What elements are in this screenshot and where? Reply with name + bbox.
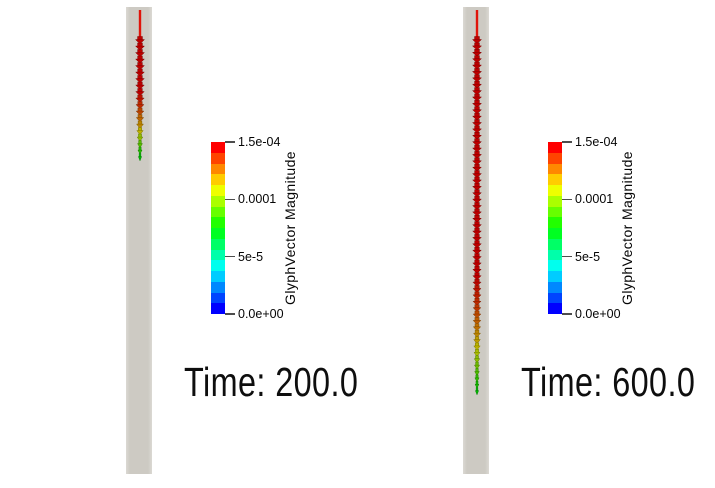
colorbar-band bbox=[211, 303, 225, 314]
colorbar-band bbox=[548, 217, 562, 228]
colorbar-band bbox=[211, 185, 225, 196]
colorbar bbox=[548, 142, 562, 314]
colorbar-band bbox=[548, 238, 562, 250]
colorbar-tick-label: 0.0e+00 bbox=[238, 306, 284, 321]
colorbar-tick bbox=[225, 141, 235, 143]
colorbar-band bbox=[548, 163, 562, 175]
colorbar-tick-label: 0.0e+00 bbox=[575, 306, 621, 321]
colorbar-tick bbox=[225, 255, 235, 258]
colorbar-band bbox=[211, 206, 225, 218]
colorbar-band bbox=[548, 271, 562, 282]
vector-glyphs bbox=[134, 36, 146, 162]
color-legend: GlyphVector Magnitude 1.5e-04 0.0001 5e-5 0… bbox=[548, 136, 673, 320]
source-line bbox=[138, 10, 142, 37]
colorbar-band bbox=[548, 185, 562, 196]
colorbar-band bbox=[211, 152, 225, 164]
colorbar-band bbox=[211, 292, 225, 304]
colorbar-band bbox=[211, 260, 225, 271]
colorbar-band bbox=[548, 249, 562, 261]
colorbar-band bbox=[211, 281, 225, 293]
colorbar-band bbox=[211, 271, 225, 282]
colorbar-band bbox=[211, 217, 225, 228]
colorbar-band bbox=[548, 260, 562, 271]
colorbar-band bbox=[211, 142, 225, 153]
colorbar-title: GlyphVector Magnitude bbox=[282, 151, 298, 305]
colorbar-band bbox=[548, 206, 562, 218]
colorbar-tick-label: 0.0001 bbox=[575, 192, 614, 207]
colorbar-band bbox=[548, 292, 562, 304]
colorbar-tick bbox=[562, 255, 572, 258]
colorbar-band bbox=[211, 228, 225, 239]
vector-glyphs bbox=[471, 36, 483, 396]
colorbar-band bbox=[548, 152, 562, 164]
colorbar-band bbox=[548, 195, 562, 207]
colorbar-band bbox=[211, 163, 225, 175]
colorbar-tick-label: 1.5e-04 bbox=[575, 134, 618, 149]
colorbar-tick-label: 5e-5 bbox=[575, 249, 601, 264]
colorbar-band bbox=[548, 174, 562, 185]
colorbar-tick bbox=[225, 198, 235, 201]
colorbar-tick-label: 0.0001 bbox=[238, 192, 277, 207]
colorbar-band bbox=[211, 238, 225, 250]
colorbar-title: GlyphVector Magnitude bbox=[619, 151, 635, 305]
render-view-left: GlyphVector Magnitude 1.5e-04 0.0001 5e-5 0… bbox=[126, 7, 359, 474]
colorbar-band bbox=[548, 303, 562, 314]
colorbar-band bbox=[211, 195, 225, 207]
time-annotation: Time: 600.0 bbox=[521, 359, 696, 405]
colorbar-tick-label: 1.5e-04 bbox=[238, 134, 281, 149]
colorbar-tick bbox=[562, 313, 572, 315]
colorbar-band bbox=[548, 281, 562, 293]
color-legend: GlyphVector Magnitude 1.5e-04 0.0001 5e-5 0… bbox=[211, 136, 336, 320]
glyph-column-canvas bbox=[463, 7, 489, 474]
source-line bbox=[475, 10, 479, 37]
colorbar-band bbox=[211, 174, 225, 185]
colorbar-tick bbox=[562, 198, 572, 201]
colorbar-tick bbox=[225, 313, 235, 315]
colorbar-band bbox=[548, 228, 562, 239]
colorbar-band bbox=[211, 249, 225, 261]
glyph-column-canvas bbox=[126, 7, 152, 474]
render-view-right: GlyphVector Magnitude 1.5e-04 0.0001 5e-5 0… bbox=[337, 0, 695, 488]
colorbar-band bbox=[548, 142, 562, 153]
colorbar-tick-label: 5e-5 bbox=[238, 249, 264, 264]
time-annotation: Time: 200.0 bbox=[184, 359, 359, 405]
colorbar-tick bbox=[562, 141, 572, 143]
colorbar bbox=[211, 142, 225, 314]
